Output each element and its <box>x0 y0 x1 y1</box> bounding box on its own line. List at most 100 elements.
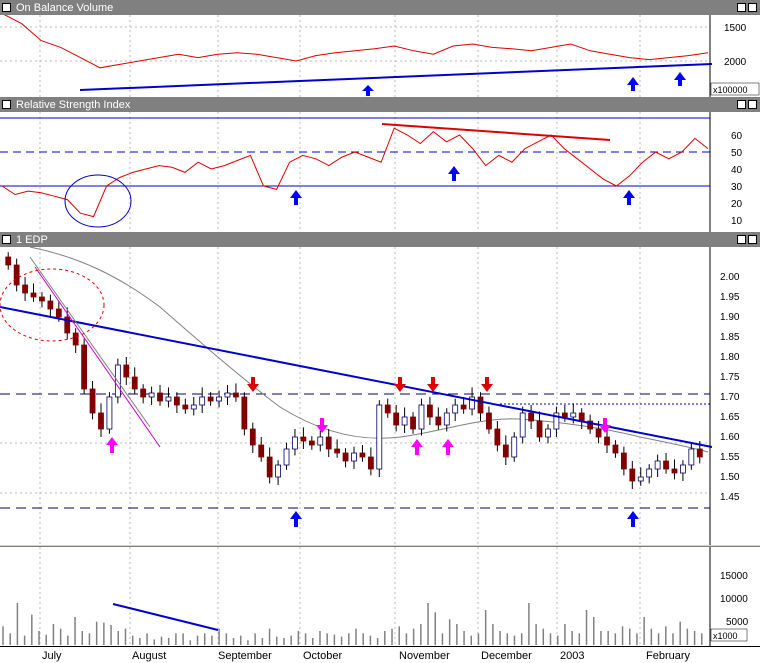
candle-body <box>519 412 526 438</box>
top-ellipse <box>0 268 105 342</box>
volume-chart: 15000 10000 5000 x1000 <box>0 547 749 647</box>
price-tick-160: 1.60 <box>720 432 740 443</box>
candle-body <box>131 376 138 390</box>
magenta-up-arrow-3 <box>442 439 454 455</box>
candle-body <box>427 404 433 418</box>
candle-body <box>511 436 518 458</box>
candle-body <box>275 464 281 478</box>
candle-body <box>671 468 678 474</box>
candle-body <box>359 452 366 458</box>
x-label-february: February <box>646 650 691 662</box>
rsi-tick-20: 20 <box>731 199 743 210</box>
candle-body <box>89 388 96 414</box>
candle-body <box>308 440 315 446</box>
obv-up-arrow-2 <box>627 77 639 91</box>
candle-body <box>654 460 661 470</box>
maximize-icon[interactable] <box>748 235 757 244</box>
rsi-up-arrow-1 <box>290 190 302 205</box>
minimize-icon[interactable] <box>737 100 746 109</box>
candle-body <box>367 456 374 470</box>
price-panel: 1 EDP <box>0 232 760 545</box>
candle-body <box>292 436 298 450</box>
minimize-icon[interactable] <box>737 235 746 244</box>
x-label-september: September <box>218 650 272 662</box>
obv-title-bar: On Balance Volume <box>0 1 760 15</box>
candle-body <box>140 388 147 398</box>
candle-body <box>47 300 54 310</box>
candle-body <box>452 404 459 414</box>
panel-menu-icon[interactable] <box>2 235 11 244</box>
candle-body <box>663 460 669 470</box>
candle-body <box>393 412 400 426</box>
rsi-series-line <box>1 127 709 218</box>
price-tick-185: 1.85 <box>720 332 740 343</box>
minimize-icon[interactable] <box>737 3 746 12</box>
candle-body <box>39 296 45 302</box>
steep-downtrend-line <box>34 266 161 448</box>
candle-body <box>553 412 560 430</box>
candle-body <box>224 392 231 398</box>
candle-body <box>72 332 79 346</box>
candle-body <box>536 420 543 438</box>
moving-average-line <box>29 247 709 453</box>
maximize-icon[interactable] <box>748 100 757 109</box>
candle-body <box>629 468 636 482</box>
rsi-divergence-line <box>381 123 611 141</box>
volume-bars <box>2 603 703 645</box>
volume-tick-10000: 10000 <box>720 594 748 605</box>
red-down-arrow-1 <box>247 377 259 392</box>
price-tick-150: 1.50 <box>720 472 740 483</box>
blue-up-arrow-1 <box>290 511 302 527</box>
rsi-chart: 60 50 40 30 20 10 <box>0 112 743 232</box>
price-tick-195: 1.95 <box>720 292 740 303</box>
maximize-icon[interactable] <box>748 3 757 12</box>
candle-body <box>469 396 475 410</box>
candle-body <box>283 448 290 466</box>
candle-body <box>680 464 686 474</box>
volume-tick-5000: 5000 <box>726 617 749 628</box>
candle-body <box>612 444 619 454</box>
candle-body <box>595 428 602 438</box>
x-label-october: October <box>303 650 342 662</box>
candle-body <box>696 448 703 458</box>
panel-menu-icon[interactable] <box>2 100 11 109</box>
price-chart: 2.00 1.95 1.90 1.85 1.80 1.75 1.70 1.65 … <box>0 247 740 545</box>
rsi-panel: Relative Strength Index 60 50 40 30 20 <box>0 97 760 232</box>
volume-trendline <box>112 603 219 631</box>
x-label-december: December <box>481 650 532 662</box>
candle-body <box>443 412 450 426</box>
volume-tick-15000: 15000 <box>720 571 748 582</box>
candle-body <box>5 256 12 266</box>
candle-body <box>317 436 324 446</box>
candle-body <box>494 428 501 446</box>
candle-body <box>173 396 180 406</box>
panel-menu-icon[interactable] <box>2 3 11 12</box>
candle-body <box>418 404 425 430</box>
candle-body <box>342 452 349 462</box>
obv-scale-label: x100000 <box>713 85 748 95</box>
candle-body <box>13 264 20 286</box>
blue-up-arrow-2 <box>627 511 639 527</box>
candle-body <box>157 392 163 402</box>
rsi-title-bar: Relative Strength Index <box>0 98 760 112</box>
rsi-tick-40: 40 <box>731 165 743 176</box>
rsi-title: Relative Strength Index <box>16 99 131 111</box>
candle-body <box>81 344 88 390</box>
obv-title: On Balance Volume <box>16 2 114 14</box>
obv-tick-2000: 2000 <box>724 57 747 68</box>
rsi-tick-60: 60 <box>731 131 743 142</box>
candle-body <box>334 448 341 454</box>
price-tick-155: 1.55 <box>720 452 740 463</box>
candle-body <box>376 404 383 470</box>
obv-chart: 1500 2000 x100000 <box>0 15 760 97</box>
candle-body <box>637 476 644 482</box>
candle-body <box>190 404 197 410</box>
rsi-tick-50: 50 <box>731 148 743 159</box>
price-tick-175: 1.75 <box>720 372 740 383</box>
x-label-2003: 2003 <box>560 650 584 662</box>
obv-panel: On Balance Volume 1500 2000 x100000 <box>0 0 760 97</box>
obv-tick-1500: 1500 <box>724 23 747 34</box>
candle-body <box>604 436 610 446</box>
candle-body <box>266 456 273 478</box>
candle-body <box>435 416 442 426</box>
